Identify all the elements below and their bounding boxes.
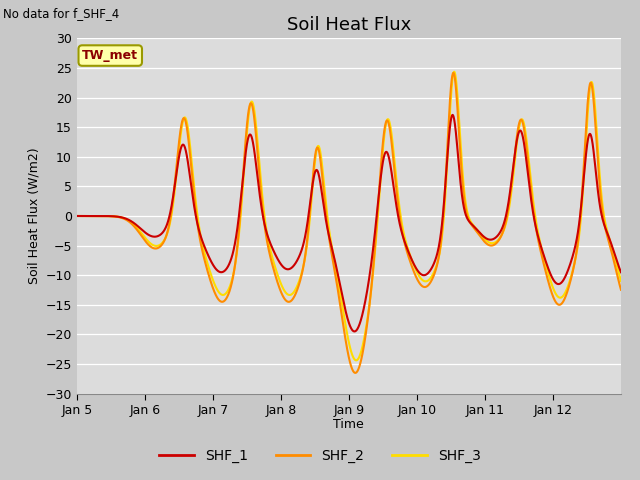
- Text: TW_met: TW_met: [82, 49, 138, 62]
- Text: No data for f_SHF_4: No data for f_SHF_4: [3, 7, 120, 20]
- Legend: SHF_1, SHF_2, SHF_3: SHF_1, SHF_2, SHF_3: [154, 443, 486, 468]
- Y-axis label: Soil Heat Flux (W/m2): Soil Heat Flux (W/m2): [27, 148, 40, 284]
- X-axis label: Time: Time: [333, 419, 364, 432]
- Title: Soil Heat Flux: Soil Heat Flux: [287, 16, 411, 34]
